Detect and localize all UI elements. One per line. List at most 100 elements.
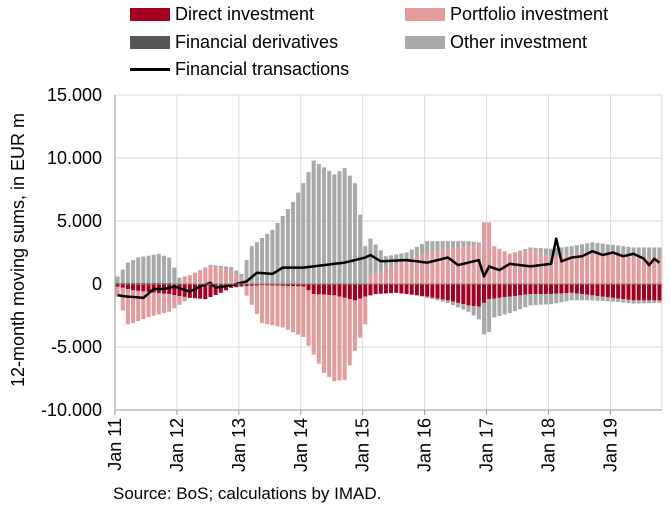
bar-direct-investment [234, 284, 239, 288]
source-note: Source: BoS; calculations by IMAD. [113, 484, 382, 503]
bar-other-investment [621, 246, 626, 256]
bar-other-investment [549, 248, 554, 257]
bar-portfolio-investment [131, 290, 136, 324]
legend-item-financial-derivatives: Financial derivatives [130, 30, 338, 54]
bar-portfolio-investment [347, 299, 352, 366]
bar-other-investment [518, 295, 523, 310]
bar-portfolio-investment [497, 248, 502, 284]
bar-direct-investment [512, 284, 517, 296]
bar-other-investment [342, 168, 347, 284]
bar-other-investment [605, 244, 610, 254]
bar-direct-investment [368, 284, 373, 296]
bar-direct-investment [430, 284, 435, 298]
bar-other-investment [476, 242, 481, 245]
bar-portfolio-investment [234, 273, 239, 284]
bar-direct-investment [481, 284, 486, 303]
bar-portfolio-investment [600, 253, 605, 284]
legend-item-other-investment: Other investment [405, 30, 587, 54]
legend-swatch-portfolio [405, 7, 445, 21]
bar-other-investment [652, 247, 657, 259]
bar-direct-investment [311, 284, 316, 295]
bar-portfolio-investment [296, 286, 301, 335]
bar-other-investment [270, 229, 275, 284]
bar-other-investment [120, 269, 125, 283]
bar-portfolio-investment [358, 298, 363, 338]
bar-direct-investment [626, 284, 631, 300]
bar-portfolio-investment [631, 257, 636, 284]
bar-other-investment [321, 167, 327, 284]
bar-other-investment [481, 302, 486, 335]
bar-portfolio-investment [657, 258, 662, 284]
bar-other-investment [518, 250, 523, 252]
bar-portfolio-investment [471, 245, 476, 284]
bar-financial-derivatives [156, 282, 161, 284]
bar-other-investment [420, 243, 425, 255]
bar-portfolio-investment [198, 270, 203, 284]
y-tick-label: 5.000 [57, 211, 102, 231]
bar-portfolio-investment [316, 294, 321, 364]
bar-other-investment [280, 215, 285, 284]
bar-direct-investment [621, 284, 626, 300]
bar-direct-investment [352, 284, 357, 301]
bar-portfolio-investment [652, 258, 657, 284]
bar-financial-derivatives [151, 282, 156, 284]
bar-other-investment [203, 267, 208, 269]
bar-direct-investment [600, 284, 605, 297]
bar-other-investment [177, 277, 182, 284]
bar-portfolio-investment [626, 256, 631, 284]
bar-direct-investment [549, 284, 554, 295]
bar-portfolio-investment [590, 253, 595, 284]
bar-portfolio-investment [569, 255, 574, 284]
bar-direct-investment [172, 284, 177, 296]
bar-other-investment [306, 171, 311, 284]
legend-swatch-other [405, 35, 445, 49]
bar-other-investment [538, 248, 543, 254]
bar-portfolio-investment [270, 285, 275, 326]
bar-direct-investment [342, 284, 347, 298]
bar-other-investment [146, 255, 151, 283]
bar-portfolio-investment [218, 268, 223, 284]
legend-item-financial-transactions: Financial transactions [130, 57, 349, 81]
bar-direct-investment [435, 284, 440, 299]
bar-other-investment [198, 270, 203, 271]
bar-portfolio-investment [162, 293, 167, 314]
bar-financial-derivatives [167, 282, 172, 284]
bar-portfolio-investment [275, 285, 280, 327]
bar-other-investment [569, 292, 574, 301]
bar-other-investment [450, 301, 456, 306]
bar-other-investment [296, 192, 301, 284]
bar-other-investment [265, 233, 270, 284]
bar-other-investment [254, 242, 259, 284]
bar-other-investment [569, 246, 574, 256]
bar-other-investment [528, 247, 533, 250]
bar-portfolio-investment [507, 253, 512, 284]
bar-other-investment [616, 245, 621, 255]
bar-other-investment [580, 244, 585, 255]
bar-other-investment [564, 246, 569, 256]
bar-other-investment [399, 253, 404, 263]
bar-portfolio-investment [151, 292, 156, 316]
bar-other-investment [414, 246, 419, 257]
bar-financial-derivatives [146, 282, 151, 284]
bar-other-investment [450, 241, 456, 249]
bar-direct-investment [492, 284, 497, 299]
bar-direct-investment [574, 284, 579, 294]
bar-other-investment [476, 306, 481, 320]
bar-portfolio-investment [409, 259, 414, 284]
bar-other-investment [352, 183, 357, 284]
bar-portfolio-investment [306, 290, 311, 346]
bar-portfolio-investment [389, 266, 394, 284]
bar-other-investment [466, 305, 471, 312]
x-tick-label: Jan 16 [415, 418, 435, 472]
bar-other-investment [461, 304, 466, 310]
bar-direct-investment [404, 284, 409, 295]
bar-portfolio-investment [115, 286, 120, 297]
bar-financial-derivatives [136, 282, 141, 284]
bar-direct-investment [543, 284, 548, 295]
bar-direct-investment [146, 284, 151, 292]
x-tick-label: Jan 17 [477, 418, 497, 472]
bar-financial-derivatives [141, 282, 146, 284]
bar-direct-investment [440, 284, 445, 300]
bar-portfolio-investment [518, 251, 523, 284]
bar-portfolio-investment [394, 264, 399, 284]
